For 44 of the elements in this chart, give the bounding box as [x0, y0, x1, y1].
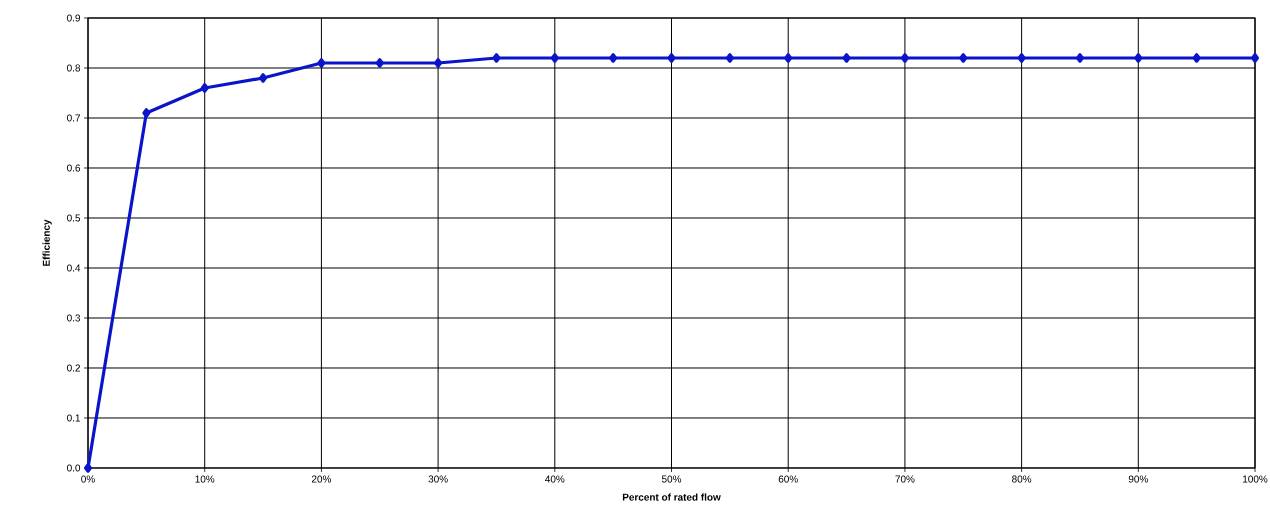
y-tick-label: 0.4 — [67, 264, 81, 272]
point — [259, 73, 268, 83]
x-tick-label: 10% — [195, 475, 215, 483]
point — [84, 463, 92, 473]
point — [1017, 53, 1026, 63]
point — [434, 58, 443, 68]
x-tick-label: 70% — [895, 475, 915, 483]
point — [784, 53, 793, 63]
x-tick-label: 50% — [661, 475, 682, 483]
x-axis-title: Percent of rated flow — [622, 493, 721, 501]
point — [900, 53, 909, 63]
point — [609, 53, 618, 63]
y-tick-label: 0.3 — [67, 314, 81, 322]
point — [842, 53, 851, 63]
x-tick-label: 0% — [81, 475, 95, 483]
y-tick-label: 0.7 — [67, 114, 80, 122]
point — [959, 53, 968, 63]
point — [1075, 53, 1084, 63]
x-tick-label: 60% — [778, 475, 798, 483]
y-tick-label: 0.9 — [67, 14, 81, 22]
x-tick-label: 80% — [1012, 475, 1032, 483]
point — [200, 83, 209, 93]
y-tick-label: 0.2 — [67, 364, 80, 372]
point — [667, 53, 676, 63]
point — [317, 58, 326, 68]
point — [1134, 53, 1143, 63]
point — [375, 58, 384, 68]
point — [550, 53, 559, 63]
y-axis-title: Efficiency — [42, 219, 52, 266]
y-tick-label: 0.5 — [67, 214, 81, 222]
point — [725, 53, 734, 63]
point — [142, 108, 151, 118]
x-tick-label: 30% — [428, 475, 448, 483]
x-tick-label: 90% — [1128, 475, 1148, 483]
point — [1251, 53, 1259, 63]
point — [1192, 53, 1201, 63]
y-tick-label: 0.0 — [67, 464, 81, 472]
y-tick-label: 0.8 — [67, 64, 81, 72]
point — [492, 53, 501, 63]
y-tick-label: 0.6 — [67, 164, 81, 172]
x-tick-label: 100% — [1243, 475, 1268, 483]
y-tick-label: 0.1 — [67, 414, 81, 422]
x-tick-label: 40% — [545, 475, 565, 483]
x-tick-label: 20% — [311, 475, 332, 483]
